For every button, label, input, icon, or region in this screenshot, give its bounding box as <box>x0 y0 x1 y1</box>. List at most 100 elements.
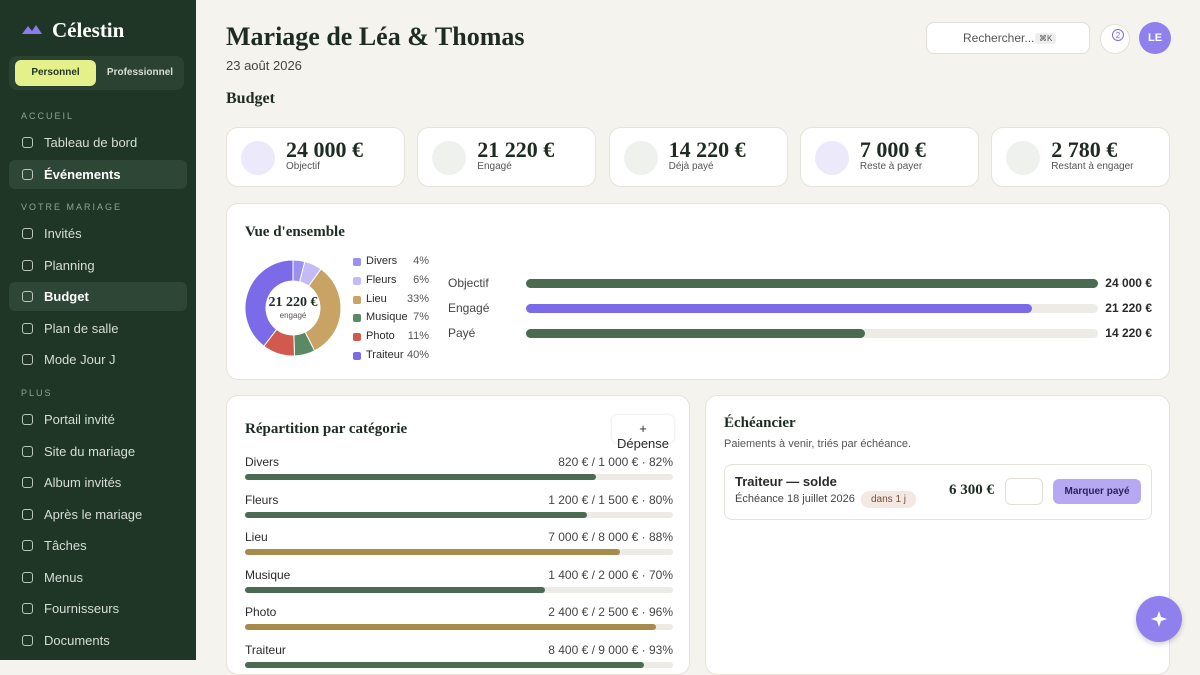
donut-hole <box>266 281 320 335</box>
kpi-card: 7 000 € Reste à payer <box>799 127 979 187</box>
category-amount: 8 400 € / 9 000 € · 93% <box>548 642 673 657</box>
card-title: Vue d'ensemble <box>245 224 345 240</box>
nav-icon <box>22 259 33 271</box>
category-amount: 7 000 € / 8 000 € · 88% <box>548 530 673 544</box>
tab[interactable]: Professionnel <box>106 67 174 78</box>
page-date: 23 août 2026 <box>226 58 302 73</box>
legend-label: Photo <box>366 330 395 343</box>
legend-label: Divers <box>366 255 398 267</box>
nav-label: Planning <box>44 257 95 273</box>
nav-item[interactable]: Portail invité <box>9 405 187 434</box>
bar-value: 24 000 € <box>1105 276 1152 290</box>
nav-icon <box>22 137 33 148</box>
bar <box>526 304 1032 313</box>
nav-item[interactable]: Menus <box>9 563 187 592</box>
nav-icon <box>22 603 33 614</box>
category-amount: 1 400 € / 2 000 € · 70% <box>548 567 673 582</box>
donut-center-sub: engagé <box>280 311 307 320</box>
mark-paid-button[interactable]: Marquer payé <box>1053 479 1141 504</box>
kpi-icon <box>241 141 275 175</box>
nav-label: Portail invité <box>44 412 115 427</box>
nav-item[interactable]: Documents <box>9 626 187 655</box>
kpi-label: Reste à payer <box>859 161 923 172</box>
nav-item[interactable]: Plan de salle <box>9 314 187 343</box>
overview-card: Vue d'ensemble 21 220 € engagé Divers 4% Fleu… <box>226 203 1170 380</box>
nav-label: Tâches <box>44 538 87 553</box>
legend-swatch <box>353 258 361 266</box>
assistant-button[interactable] <box>1136 596 1182 642</box>
category-bar <box>245 624 656 630</box>
nav-label: Événements <box>44 166 121 182</box>
nav-label: Album invités <box>44 475 122 490</box>
category-name: Photo <box>245 605 277 619</box>
nav-icon <box>22 322 33 334</box>
nav-label: Fournisseurs <box>44 601 120 616</box>
kpi-value: 21 220 € <box>477 137 555 162</box>
category-amount: 2 400 € / 2 500 € · 96% <box>548 605 673 619</box>
nav-label: Menus <box>44 569 84 585</box>
notifications[interactable]: 2 <box>1100 24 1130 54</box>
donut: 21 220 €engagé <box>244 259 342 357</box>
nav-label: Mode Jour J <box>44 352 116 367</box>
nav-label: Invités <box>44 226 82 241</box>
bar-label: Engagé <box>448 301 490 315</box>
nav-item[interactable]: Fournisseurs <box>9 594 187 623</box>
nav-label: Plan de salle <box>44 320 119 336</box>
category-name: Musique <box>245 567 291 582</box>
schedule-card: Échéancier Paiements à venir, triés par é… <box>705 395 1170 675</box>
tab[interactable]: Personnel <box>15 60 96 86</box>
search-placeholder: Rechercher... <box>963 31 1035 45</box>
category-name: Fleurs <box>245 492 279 507</box>
card-title: Répartition par catégorie <box>245 421 408 437</box>
kpi-icon <box>432 141 467 175</box>
kpi-card: 2 780 € Restant à engager <box>991 127 1171 187</box>
legend-swatch <box>353 295 361 304</box>
kpi-value: 14 220 € <box>668 137 746 162</box>
kpi-label: Restant à engager <box>1051 161 1134 172</box>
nav-item[interactable]: Événements <box>9 159 187 189</box>
nav-label: Documents <box>44 632 110 648</box>
legend-value: 40% <box>406 349 429 361</box>
nav-item[interactable]: Mode Jour J <box>9 345 187 374</box>
kpi-icon <box>623 141 658 175</box>
bar <box>526 279 1098 288</box>
avatar[interactable]: LE <box>1139 22 1171 54</box>
nav-item[interactable]: Tâches <box>9 531 187 560</box>
item-badge: dans 1 j <box>861 491 917 508</box>
nav-item[interactable]: Album invités <box>9 468 187 497</box>
nav-item[interactable]: Après le mariage <box>9 500 187 529</box>
legend-swatch <box>353 314 361 323</box>
bar-value: 14 220 € <box>1105 326 1152 340</box>
kpi-label: Objectif <box>286 161 320 172</box>
nav-item[interactable]: Site du mariage <box>9 437 187 466</box>
nav-icon <box>22 291 33 302</box>
nav-icon <box>22 354 33 365</box>
bar-label: Objectif <box>448 276 489 290</box>
kpi-label: Déjà payé <box>668 161 714 172</box>
legend-swatch <box>353 352 361 360</box>
search[interactable]: Rechercher... ⌘K <box>926 22 1090 54</box>
category-name: Traiteur <box>245 642 286 657</box>
nav-item[interactable]: Tableau de bord <box>9 128 187 157</box>
kpi-label: Engagé <box>477 161 512 172</box>
nav-icon <box>22 508 33 520</box>
nav-icon <box>22 540 33 551</box>
category-bar <box>245 474 596 480</box>
reminder-button[interactable] <box>1005 478 1043 505</box>
nav-item[interactable]: Planning <box>9 251 187 280</box>
nav-label: Site du mariage <box>44 443 136 459</box>
section-title: Budget <box>226 90 275 107</box>
category-name: Lieu <box>245 530 268 544</box>
legend-label: Lieu <box>366 292 387 305</box>
assistant-icon <box>1151 611 1167 627</box>
add-expense-button[interactable]: + Dépense <box>612 415 674 451</box>
nav-item[interactable]: Invités <box>9 219 187 248</box>
legend-value: 4% <box>413 255 429 267</box>
kpi-value: 7 000 € <box>859 137 926 162</box>
nav-item[interactable]: Budget <box>9 282 187 311</box>
item-due: Échéance 18 juillet 2026 <box>735 493 855 505</box>
legend-value: 11% <box>407 330 429 343</box>
category-bar <box>245 661 645 668</box>
